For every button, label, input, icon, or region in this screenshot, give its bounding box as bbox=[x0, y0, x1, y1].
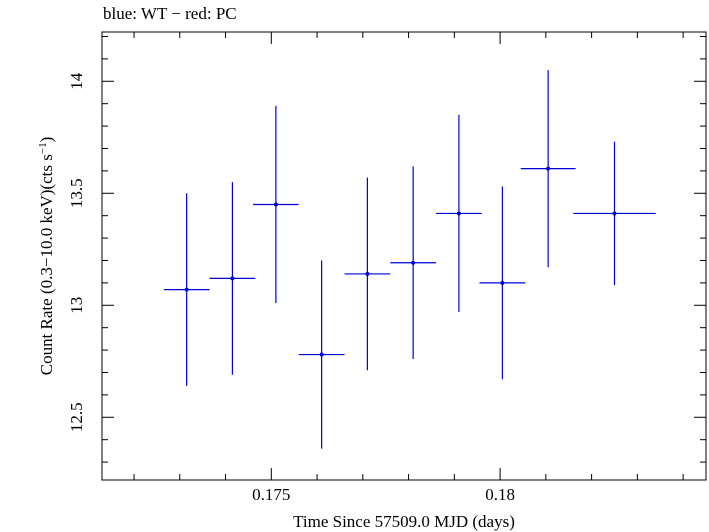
data-point bbox=[573, 141, 656, 286]
point-marker bbox=[184, 287, 189, 292]
point-marker bbox=[612, 211, 617, 216]
x-tick-label: 0.175 bbox=[252, 485, 290, 504]
y-tick-label: 13.5 bbox=[67, 178, 86, 208]
axis-ticks bbox=[102, 32, 706, 480]
data-point bbox=[520, 70, 576, 268]
data-point bbox=[479, 186, 526, 380]
data-point bbox=[344, 177, 391, 371]
point-marker bbox=[365, 271, 370, 276]
x-axis-label: Time Since 57509.0 MJD (days) bbox=[293, 512, 515, 531]
point-marker bbox=[546, 166, 551, 171]
point-marker bbox=[319, 352, 324, 357]
data-point bbox=[390, 166, 437, 360]
data-point bbox=[298, 260, 345, 449]
y-axis-label-main: Count Rate (0.3−10.0 keV)(cts s bbox=[37, 154, 56, 375]
y-tick-label: 12.5 bbox=[67, 402, 86, 432]
y-axis-label: Count Rate (0.3−10.0 keV)(cts s−1) bbox=[37, 137, 56, 376]
y-axis-label-close: ) bbox=[37, 137, 56, 143]
data-point bbox=[436, 114, 482, 312]
point-marker bbox=[500, 280, 505, 285]
plot-frame bbox=[101, 31, 707, 481]
x-tick-label: 0.18 bbox=[485, 485, 515, 504]
axis-tick-labels: 0.175 0.18 12.5 13 13.5 14 bbox=[67, 72, 515, 504]
y-tick-label: 13 bbox=[67, 297, 86, 314]
data-point bbox=[209, 182, 256, 375]
point-marker bbox=[456, 211, 461, 216]
point-marker bbox=[273, 202, 278, 207]
data-point bbox=[163, 193, 210, 386]
data-points bbox=[163, 70, 656, 449]
point-marker bbox=[411, 260, 416, 265]
chart-title: blue: WT − red: PC bbox=[103, 4, 237, 23]
y-axis-label-superscript: −1 bbox=[37, 142, 49, 154]
data-point bbox=[253, 105, 299, 304]
point-marker bbox=[230, 276, 235, 281]
y-tick-label: 14 bbox=[67, 72, 86, 90]
